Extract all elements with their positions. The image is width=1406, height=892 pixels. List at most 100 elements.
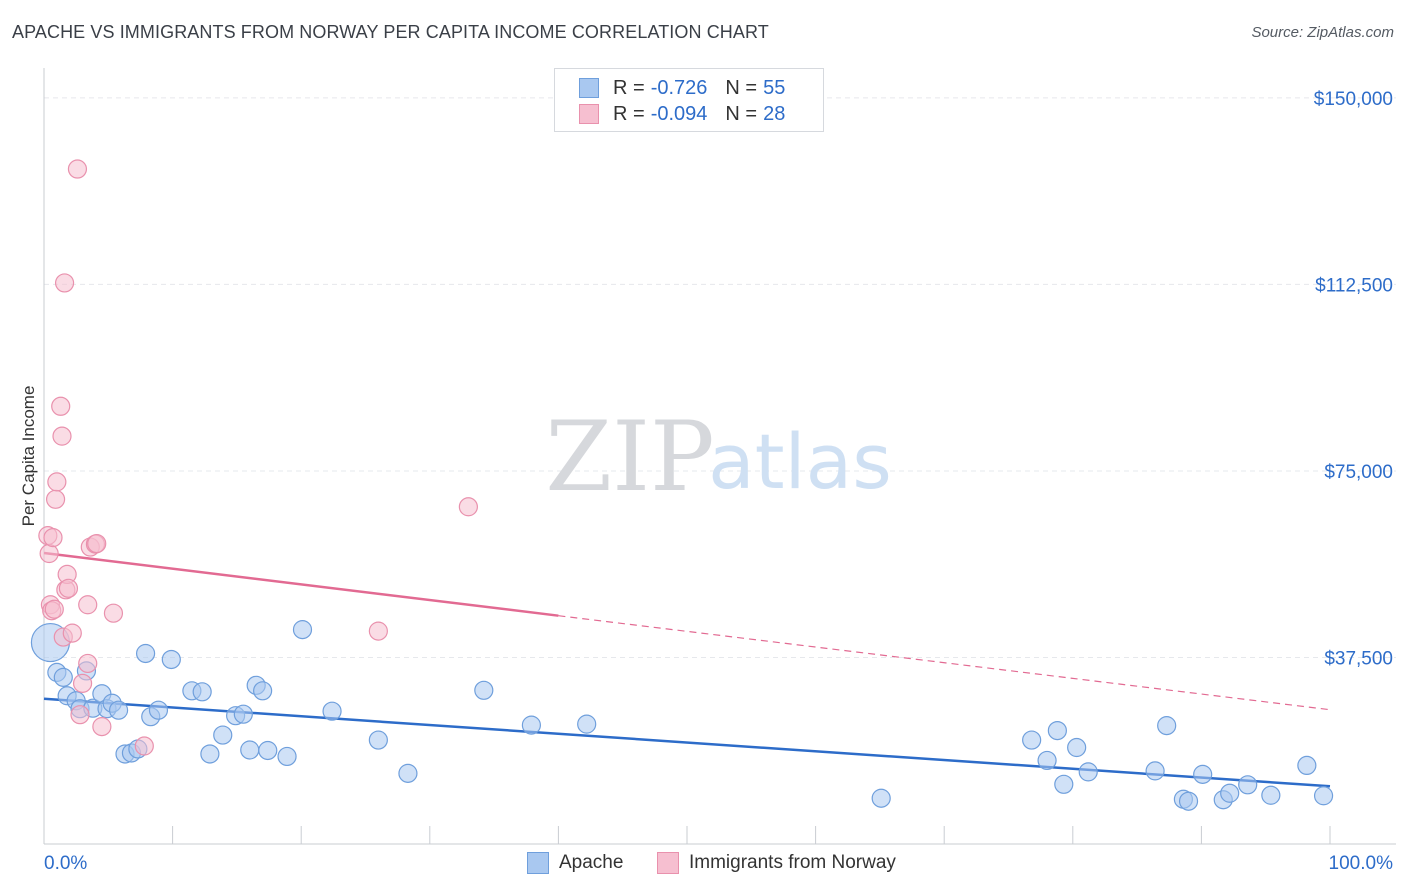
norway-point xyxy=(78,595,98,615)
norway-point xyxy=(70,705,90,725)
apache-point xyxy=(258,740,278,761)
apache-point xyxy=(1054,774,1074,794)
apache-point xyxy=(322,701,342,721)
apache-point xyxy=(1047,720,1067,741)
apache-point xyxy=(398,763,418,783)
legend-r-label: R = xyxy=(613,102,645,125)
legend-n-label: N = xyxy=(725,102,758,125)
norway-point xyxy=(103,603,124,623)
apache-point xyxy=(135,643,156,664)
apache-point xyxy=(871,788,891,808)
y-tick-labels: $37,500 $75,000 $112,500 $150,000 xyxy=(1314,89,1393,670)
series-legend: Apache Immigrants from Norway xyxy=(0,852,1406,878)
correlation-legend: R = -0.726 N = 55 R = -0.094 N = 28 xyxy=(554,68,824,132)
norway-point xyxy=(51,396,71,416)
apache-trend-line xyxy=(43,697,1331,788)
apache-point xyxy=(53,667,73,687)
apache-point xyxy=(1067,737,1087,758)
legend-r-label: R = xyxy=(613,76,645,99)
apache-point xyxy=(1037,750,1057,771)
apache-point xyxy=(161,649,181,670)
y-tick-label: $150,000 xyxy=(1314,89,1393,110)
norway-point xyxy=(368,621,388,641)
apache-point xyxy=(1178,791,1199,811)
legend-swatch-norway xyxy=(579,104,599,124)
source-label: Source: ZipAtlas.com xyxy=(1251,24,1394,41)
norway-point xyxy=(62,623,82,643)
apache-point xyxy=(213,725,233,745)
y-tick-label: $37,500 xyxy=(1324,648,1393,669)
axes xyxy=(43,68,1396,845)
apache-point xyxy=(1297,755,1317,776)
norway-point xyxy=(45,489,66,509)
watermark-zip: ZIP xyxy=(545,401,714,513)
norway-point xyxy=(39,543,59,564)
apache-point xyxy=(277,746,297,767)
legend-n-value: 28 xyxy=(763,102,786,125)
norway-point xyxy=(92,717,112,737)
apache-point xyxy=(292,620,313,640)
legend-row-norway: R = -0.094 N = 28 xyxy=(579,101,785,127)
norway-point xyxy=(87,533,107,554)
apache-point xyxy=(1238,775,1258,795)
legend-r-value: -0.726 xyxy=(650,76,708,99)
watermark: ZIP atlas xyxy=(545,401,891,513)
apache-point xyxy=(1193,764,1213,784)
apache-point xyxy=(240,740,260,760)
norway-point xyxy=(458,497,478,517)
apache-point xyxy=(192,682,212,702)
legend-item-norway[interactable]: Immigrants from Norway xyxy=(657,852,896,874)
norway-point xyxy=(67,159,88,179)
apache-point xyxy=(233,704,253,724)
apache-point xyxy=(1145,761,1165,781)
norway-point xyxy=(58,578,79,598)
x-tick-labels: 0.0% 100.0% xyxy=(44,853,1393,874)
apache-point xyxy=(108,700,129,720)
norway-point xyxy=(134,736,154,756)
legend-label-norway: Immigrants from Norway xyxy=(689,852,896,873)
apache-point xyxy=(1261,785,1281,805)
legend-swatch-apache xyxy=(579,78,599,98)
apache-point xyxy=(577,714,597,734)
x-tick-label: 0.0% xyxy=(44,853,87,874)
grid-lines xyxy=(44,97,1396,658)
legend-n-label: N = xyxy=(725,76,758,99)
legend-row-apache: R = -0.726 N = 55 xyxy=(579,75,785,101)
legend-swatch-apache xyxy=(527,852,549,874)
chart-title: APACHE VS IMMIGRANTS FROM NORWAY PER CAP… xyxy=(12,22,769,42)
y-axis-label: Per Capita Income xyxy=(19,386,38,527)
legend-item-apache[interactable]: Apache xyxy=(527,852,623,874)
norway-points xyxy=(38,159,478,756)
norway-point xyxy=(43,527,63,548)
norway-point xyxy=(72,673,93,693)
apache-points xyxy=(30,620,1334,811)
legend-swatch-norway xyxy=(657,852,679,874)
norway-point xyxy=(78,653,98,674)
legend-label-apache: Apache xyxy=(559,852,624,873)
legend-n-value: 55 xyxy=(763,76,786,99)
norway-point xyxy=(52,426,72,446)
apache-point xyxy=(1022,730,1042,750)
apache-point xyxy=(474,680,494,700)
apache-point xyxy=(368,730,388,750)
apache-point xyxy=(253,681,273,701)
legend-r-value: -0.094 xyxy=(650,102,708,125)
norway-trend-line xyxy=(43,551,559,617)
apache-point xyxy=(1157,716,1177,736)
norway-point xyxy=(54,273,75,293)
trend-lines xyxy=(43,551,1331,788)
apache-point xyxy=(200,744,220,764)
apache-point xyxy=(1220,783,1240,803)
apache-point xyxy=(1313,786,1334,806)
y-tick-label: $75,000 xyxy=(1324,462,1393,483)
x-tick-label: 100.0% xyxy=(1329,853,1394,874)
norway-point xyxy=(47,472,67,492)
apache-point xyxy=(521,715,541,735)
norway-point xyxy=(44,599,64,619)
apache-point xyxy=(1078,762,1098,782)
norway-trend-line-extension xyxy=(558,615,1331,711)
y-tick-label: $112,500 xyxy=(1315,275,1393,296)
watermark-atlas: atlas xyxy=(708,417,892,506)
apache-point xyxy=(148,700,169,720)
